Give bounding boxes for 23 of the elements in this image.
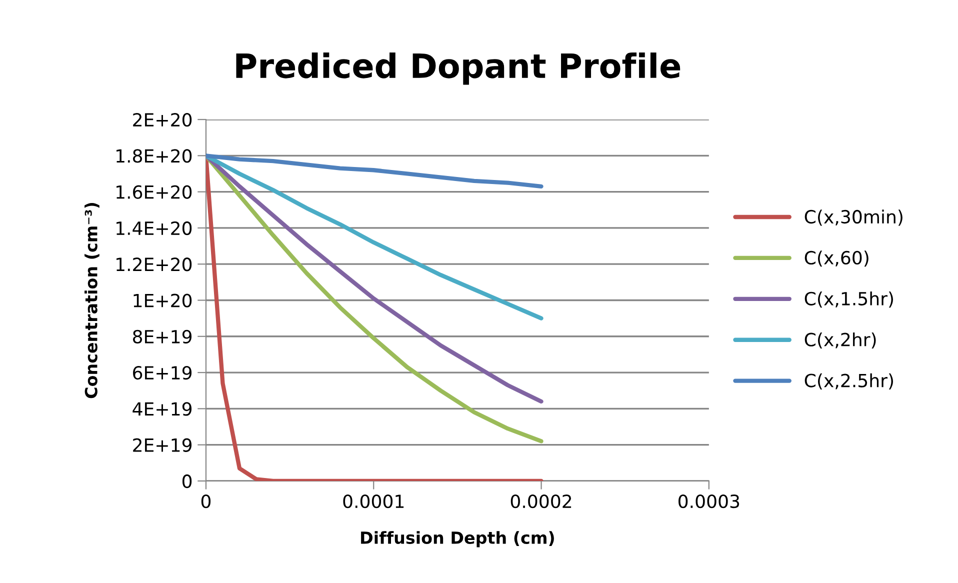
y-axis-title: Concentration (cm⁻³) <box>84 202 100 398</box>
y-tick-label: 1E+20 <box>134 294 192 308</box>
y-tick-label: 1.6E+20 <box>116 185 192 199</box>
y-tick-label: 0 <box>182 474 192 488</box>
y-tick-label: 2E+19 <box>133 438 192 452</box>
chart-title: Prediced Dopant Profile <box>236 52 680 85</box>
legend-label: C(x,2hr) <box>804 332 876 349</box>
legend-label: C(x,1.5hr) <box>804 292 893 308</box>
x-axis-title: Diffusion Depth (cm) <box>361 531 554 548</box>
x-tick-label: 0.0002 <box>510 494 572 508</box>
y-tick-label: 1.2E+20 <box>116 258 192 272</box>
y-tick-label: 8E+19 <box>133 330 192 344</box>
legend-label: C(x,60) <box>804 250 868 267</box>
y-tick-label: 1.8E+20 <box>116 149 192 163</box>
x-tick-label: 0.0003 <box>678 494 740 508</box>
y-tick-label: 1.4E+20 <box>116 221 192 236</box>
y-tick-label: 4E+19 <box>132 402 192 416</box>
x-tick-label: 0 <box>201 494 211 508</box>
x-tick-label: 0.0001 <box>343 494 404 508</box>
legend-label: C(x,30min) <box>804 210 902 226</box>
y-tick-label: 2E+20 <box>133 112 192 127</box>
legend-label: C(x,2.5hr) <box>804 373 893 390</box>
y-tick-label: 6E+19 <box>133 366 192 380</box>
